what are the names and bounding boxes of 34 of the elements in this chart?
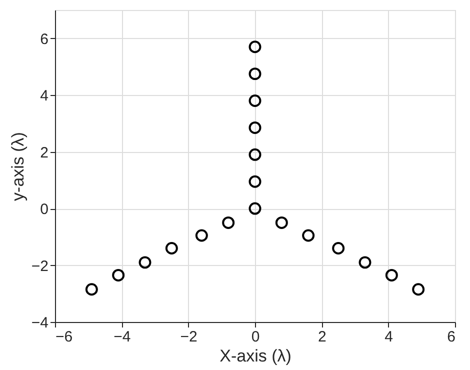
y-tick-label: 0	[40, 201, 48, 218]
x-tick-label: 0	[251, 328, 260, 346]
y-tick-label: 6	[40, 30, 48, 48]
point	[248, 121, 262, 134]
point	[248, 40, 262, 54]
y-tick-label: 4	[40, 88, 48, 105]
point	[358, 256, 372, 269]
x-tick-label: 2	[318, 328, 326, 346]
x-axis-title: X-axis (λ)	[220, 346, 292, 366]
point	[165, 242, 178, 254]
point	[85, 283, 98, 296]
point	[248, 68, 262, 80]
x-tick-label: −2	[180, 328, 198, 346]
y-tick-label: −2	[31, 258, 48, 275]
point	[412, 283, 425, 296]
point	[332, 242, 345, 254]
point	[195, 229, 208, 242]
y-tick-label: −4	[31, 314, 48, 332]
y-tick-label: 2	[40, 144, 48, 162]
point	[248, 94, 262, 107]
point	[275, 216, 288, 229]
point	[385, 268, 398, 282]
point	[138, 256, 152, 269]
point	[302, 229, 315, 242]
x-tick-label: −6	[56, 328, 73, 346]
point	[248, 202, 262, 215]
point	[248, 148, 262, 161]
x-tick-label: 6	[447, 328, 456, 346]
y-axis-title: y-axis (λ)	[8, 132, 28, 201]
point	[112, 268, 125, 282]
x-tick-label: 4	[384, 328, 394, 346]
point	[248, 175, 262, 188]
point	[222, 216, 235, 229]
x-tick-label: −4	[114, 328, 131, 346]
